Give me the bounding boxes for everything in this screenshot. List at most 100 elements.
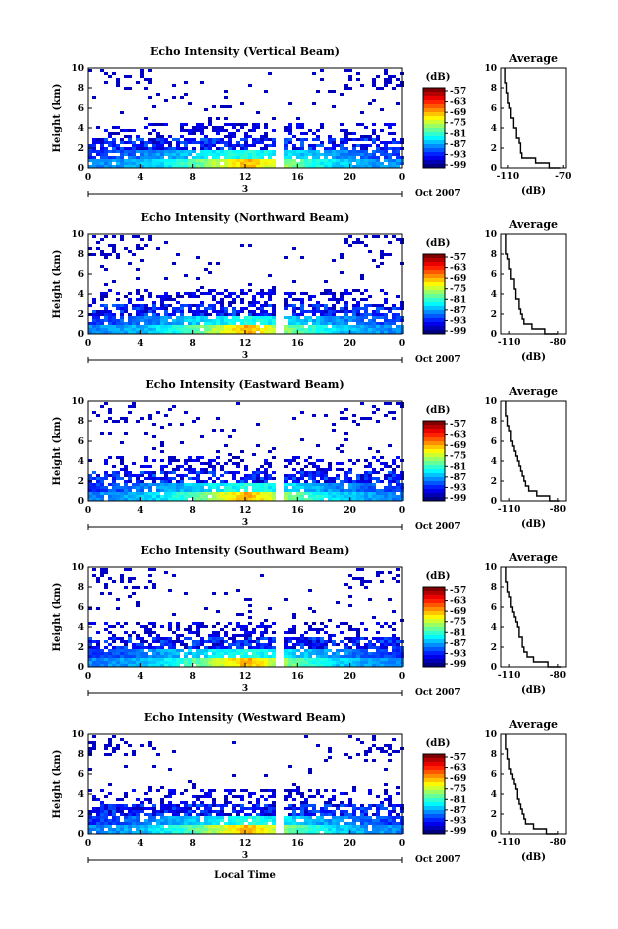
heatmap-cell [352, 489, 356, 492]
heatmap-cell [132, 159, 136, 162]
heatmap-cell [352, 661, 356, 664]
heatmap-cell [128, 658, 132, 661]
heatmap-cell [116, 646, 120, 649]
heatmap-cell [164, 159, 168, 162]
heatmap-cell [208, 489, 212, 492]
heatmap-cell [160, 489, 164, 492]
heatmap-cell [164, 498, 168, 501]
heatmap-cell [352, 313, 356, 316]
heatmap-cell [168, 816, 172, 819]
heatmap-cell [172, 477, 176, 480]
heatmap-cell [272, 328, 276, 331]
heatmap-cell [136, 828, 140, 831]
heatmap-cell [268, 492, 272, 495]
heatmap-cell [244, 631, 248, 634]
heatmap-cell [112, 474, 116, 477]
heatmap-cell [352, 658, 356, 661]
heatmap-cell [336, 822, 340, 825]
heatmap-cell [356, 150, 360, 153]
heatmap-cell [340, 253, 344, 256]
heatmap-cell [384, 465, 388, 468]
heatmap-cell [116, 331, 120, 334]
heatmap-cell [212, 801, 216, 804]
heatmap-cell [356, 568, 360, 571]
heatmap-cell [376, 571, 380, 574]
heatmap-cell [204, 156, 208, 159]
heatmap-cell [320, 471, 324, 474]
heatmap-cell [96, 474, 100, 477]
heatmap-cell [372, 322, 376, 325]
heatmap-cell [320, 459, 324, 462]
heatmap-cell [260, 492, 264, 495]
heatmap-cell [236, 613, 240, 616]
heatmap-cell [204, 831, 208, 834]
heatmap-cell [260, 156, 264, 159]
heatmap-cell [160, 471, 164, 474]
heatmap-cell [188, 646, 192, 649]
heatmap-cell [252, 156, 256, 159]
heatmap-cell [120, 810, 124, 813]
heatmap-cell [328, 310, 332, 313]
heatmap-cell [188, 153, 192, 156]
heatmap-cell [292, 828, 296, 831]
heatmap-cell [240, 795, 244, 798]
heatmap-cell [112, 471, 116, 474]
average-y-label: 0 [491, 330, 497, 340]
heatmap-cell [300, 825, 304, 828]
heatmap-cell [364, 316, 368, 319]
heatmap-cell [244, 825, 248, 828]
heatmap-cell [304, 735, 308, 738]
heatmap-cell [160, 798, 164, 801]
heatmap-cell [352, 813, 356, 816]
heatmap-cell [224, 117, 228, 120]
heatmap-cell [136, 649, 140, 652]
heatmap-cell [380, 108, 384, 111]
heatmap-cell [272, 640, 276, 643]
heatmap-cell [372, 759, 376, 762]
heatmap-cell [268, 649, 272, 652]
heatmap-cell [316, 468, 320, 471]
heatmap-cell [132, 319, 136, 322]
heatmap-cell [232, 489, 236, 492]
heatmap-cell [136, 664, 140, 667]
heatmap-cell [208, 141, 212, 144]
heatmap-cell [396, 786, 400, 789]
heatmap-cell [256, 471, 260, 474]
heatmap-cell [228, 649, 232, 652]
heatmap-cell [232, 810, 236, 813]
heatmap-cell [300, 492, 304, 495]
heatmap-cell [356, 307, 360, 310]
heatmap-cell [100, 831, 104, 834]
heatmap-cell [92, 150, 96, 153]
heatmap-cell [136, 325, 140, 328]
heatmap-cell [200, 286, 204, 289]
heatmap-cell [176, 807, 180, 810]
heatmap-cell [348, 652, 352, 655]
heatmap-cell [112, 486, 116, 489]
heatmap-cell [144, 244, 148, 247]
heatmap-cell [360, 661, 364, 664]
heatmap-cell [324, 150, 328, 153]
heatmap-cell [156, 819, 160, 822]
heatmap-cell [196, 804, 200, 807]
heatmap-cell [108, 831, 112, 834]
heatmap-cell [380, 462, 384, 465]
heatmap-cell [164, 304, 168, 307]
heatmap-cell [132, 147, 136, 150]
heatmap-cell [184, 328, 188, 331]
heatmap-cell [264, 646, 268, 649]
heatmap-cell [148, 310, 152, 313]
heatmap-cell [132, 810, 136, 813]
heatmap-cell [388, 598, 392, 601]
heatmap-cell [248, 156, 252, 159]
heatmap-cell [272, 162, 276, 165]
heatmap-cell [260, 489, 264, 492]
heatmap-cell [244, 816, 248, 819]
heatmap-cell [304, 162, 308, 165]
heatmap-cell [376, 480, 380, 483]
heatmap-cell [320, 304, 324, 307]
heatmap-cell [128, 495, 132, 498]
heatmap-cell [308, 331, 312, 334]
heatmap-cell [160, 483, 164, 486]
heatmap-cell [264, 495, 268, 498]
